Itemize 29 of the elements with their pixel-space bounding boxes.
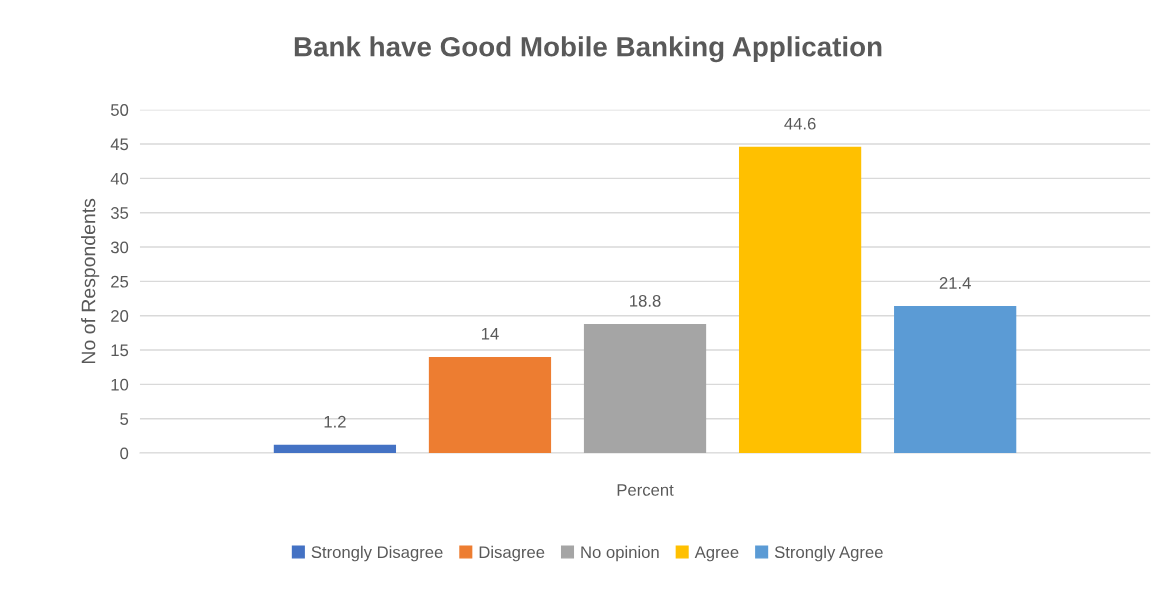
legend-label: No opinion (581, 545, 659, 562)
data-label: 18.8 (630, 294, 661, 307)
data-label: 44.6 (784, 117, 816, 130)
y-axis-title: No of Respondents (81, 198, 100, 364)
y-tick-label: 0 (120, 447, 129, 460)
bar (583, 323, 707, 454)
y-tick-label: 35 (110, 207, 129, 219)
chart-title: Bank have Good Mobile Banking Application (294, 36, 882, 63)
x-tick-label: Percent (617, 484, 674, 496)
legend-label: Strongly Disagree (311, 545, 443, 562)
y-tick-label: 40 (110, 172, 129, 185)
bar (894, 306, 1017, 454)
y-tick-label: 5 (120, 413, 129, 425)
bar (738, 146, 862, 454)
legend-label: Disagree (479, 545, 545, 562)
y-tick-label: 10 (111, 378, 129, 391)
y-tick-label: 45 (110, 138, 129, 151)
bar (273, 444, 397, 454)
y-tick-label: 15 (111, 344, 129, 357)
legend-label: Agree (694, 546, 739, 562)
legend-label: Strongly Agree (774, 545, 883, 562)
y-tick-label: 20 (111, 310, 129, 322)
y-tick-label: 30 (110, 241, 129, 254)
data-label: 21.4 (939, 277, 971, 289)
data-label: 14 (481, 328, 499, 340)
data-label: 1.2 (324, 415, 346, 428)
y-tick-label: 50 (110, 104, 129, 116)
y-tick-label: 25 (111, 275, 129, 288)
bar (428, 356, 552, 454)
